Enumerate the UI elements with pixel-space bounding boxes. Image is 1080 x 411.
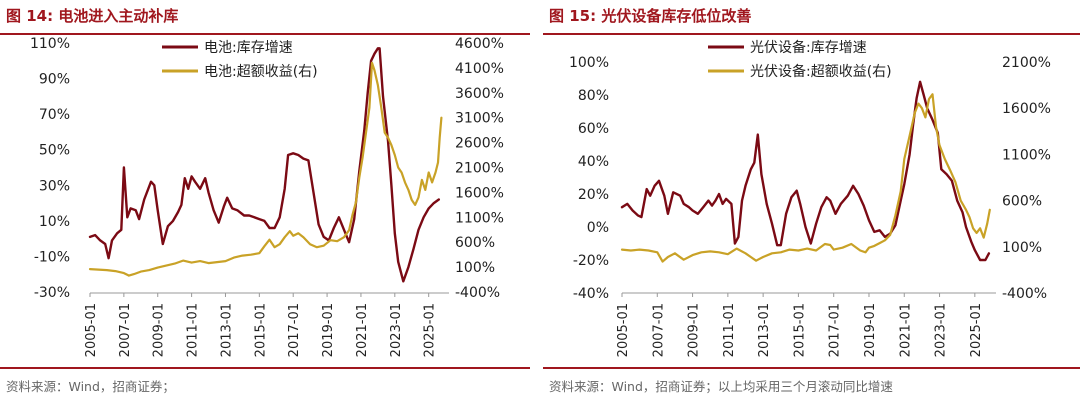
x-axis-tick-label: 2007-01: [651, 303, 666, 357]
x-axis-tick-label: 2017-01: [828, 303, 843, 357]
left-axis-tick-label: -40%: [573, 286, 609, 302]
left-axis-tick-label: -10%: [34, 249, 70, 265]
figure-15-panel: 图 15: 光伏设备库存低位改善 100% 80% 60% 40% 20% 0% -20% -…: [543, 0, 1080, 411]
figure-14-title: 图 14: 电池进入主动补库: [6, 7, 179, 25]
x-axis-tick-label: 2005-01: [616, 303, 631, 357]
right-axis-tick-label: 1100%: [455, 210, 504, 226]
left-axis-tick-label: 50%: [39, 143, 70, 159]
inventory-growth-line: [88, 47, 440, 283]
left-axis-tick-label: -30%: [34, 285, 70, 301]
left-axis-tick-label: 110%: [30, 36, 70, 52]
right-axis-tick-label: 1600%: [455, 185, 504, 201]
right-axis-tick-label: 4100%: [455, 61, 504, 77]
left-axis-tick-label: 30%: [39, 178, 70, 194]
right-axis-tick-label: -400%: [1002, 286, 1047, 302]
right-axis-tick-label: 1100%: [1002, 147, 1051, 163]
figure-14-title-rule: [0, 33, 530, 35]
left-axis-tick-label: 10%: [39, 214, 70, 230]
right-axis-tick-label: 600%: [1002, 194, 1042, 210]
figure-14-source: 资料来源：Wind，招商证券；: [6, 379, 175, 394]
legend-label: 电池:超额收益(右): [204, 64, 318, 80]
left-axis-tick-label: 40%: [578, 154, 609, 170]
left-axis-tick-label: 90%: [39, 72, 70, 88]
x-axis-tick-label: 2011-01: [186, 303, 201, 357]
left-axis-tick-label: 70%: [39, 107, 70, 123]
right-axis-tick-label: 600%: [455, 235, 495, 251]
x-axis-tick-label: 2023-01: [389, 303, 404, 357]
right-axis-tick-label: 100%: [455, 260, 495, 276]
left-axis-tick-label: 60%: [578, 121, 609, 137]
right-axis-tick-label: 2600%: [455, 136, 504, 152]
figure-15-source-rule: [543, 367, 1080, 369]
right-axis-tick-label: 2100%: [455, 161, 504, 177]
x-axis-tick-label: 2011-01: [722, 303, 737, 357]
excess-return-line: [88, 61, 443, 277]
x-axis-tick-label: 2025-01: [423, 303, 438, 357]
x-axis-tick-label: 2015-01: [253, 303, 268, 357]
figure-14-chart: 110% 90% 70% 50% 30% 10% -10% -30% 4600% 4100% 360…: [30, 36, 504, 357]
left-axis-tick-label: 20%: [578, 187, 609, 203]
x-axis-tick-label: 2009-01: [687, 303, 702, 357]
x-axis-tick-label: 2015-01: [792, 303, 807, 357]
figure-15-title-rule: [543, 33, 1080, 35]
x-axis-tick-label: 2021-01: [355, 303, 370, 357]
legend-label: 光伏设备:超额收益(右): [750, 63, 892, 80]
x-axis-tick-label: 2007-01: [118, 303, 133, 357]
x-axis-tick-label: 2009-01: [152, 303, 167, 357]
x-axis-tick-label: 2013-01: [757, 303, 772, 357]
right-axis-tick-label: 3100%: [455, 111, 504, 127]
x-axis-tick-label: 2019-01: [863, 303, 878, 357]
right-axis-tick-label: 100%: [1002, 240, 1042, 256]
x-axis-tick-label: 2005-01: [84, 303, 99, 357]
left-axis-tick-label: 80%: [578, 88, 609, 104]
x-axis-tick-label: 2019-01: [321, 303, 336, 357]
left-axis-tick-label: 0%: [587, 220, 609, 236]
excess-return-line: [620, 93, 991, 263]
figure-15-title: 图 15: 光伏设备库存低位改善: [549, 7, 752, 25]
legend-label: 光伏设备:库存增速: [750, 39, 867, 56]
left-axis-tick-label: -20%: [573, 253, 609, 269]
right-axis-tick-label: -400%: [455, 285, 500, 301]
right-axis-tick-label: 1600%: [1002, 101, 1051, 117]
x-axis-tick-label: 2021-01: [898, 303, 913, 357]
x-axis-tick-label: 2025-01: [969, 303, 984, 357]
figure-15-source: 资料来源：Wind，招商证券；以上均采用三个月滚动同比增速: [549, 379, 893, 394]
x-axis-tick-label: 2013-01: [219, 303, 234, 357]
x-axis-tick-label: 2023-01: [934, 303, 949, 357]
x-axis-tick-label: 2017-01: [287, 303, 302, 357]
right-axis-tick-label: 3600%: [455, 86, 504, 102]
legend-label: 电池:库存增速: [204, 40, 293, 56]
figure-14-panel: 图 14: 电池进入主动补库 110% 90% 70% 50% 30% 10% -10% -3…: [0, 0, 530, 411]
figure-15-chart: 100% 80% 60% 40% 20% 0% -20% -40% 2100% 1600% 1100…: [569, 39, 1051, 357]
left-axis-tick-label: 100%: [569, 55, 609, 71]
figure-14-source-rule: [0, 367, 530, 369]
right-axis-tick-label: 2100%: [1002, 55, 1051, 71]
right-axis-tick-label: 4600%: [455, 36, 504, 52]
